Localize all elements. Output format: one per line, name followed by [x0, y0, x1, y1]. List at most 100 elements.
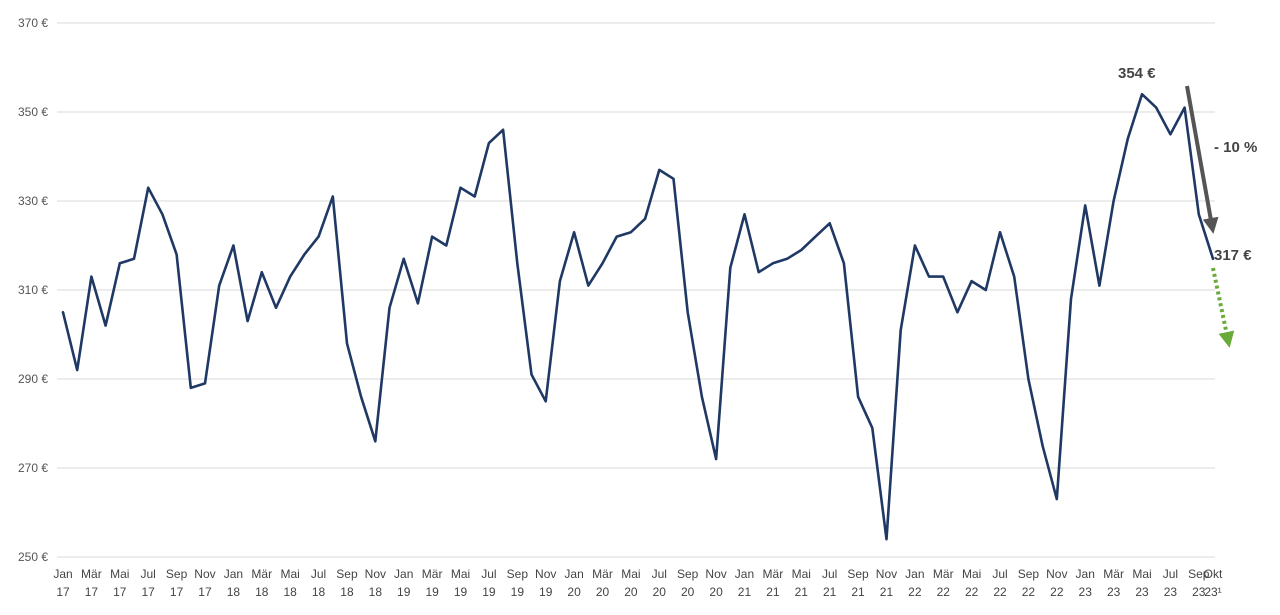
x-tick-label: Sep 19 [507, 567, 529, 599]
y-tick-label: 350 € [18, 105, 48, 119]
x-tick-month: Nov [705, 567, 726, 581]
x-tick-label: Nov 20 [705, 567, 726, 599]
x-tick-label: Mai 19 [451, 567, 470, 599]
x-tick-month: Nov [1046, 567, 1067, 581]
x-tick-month: Mär [763, 567, 784, 581]
x-tick-month: Jan [905, 567, 924, 581]
x-tick-month: Sep [847, 567, 869, 581]
x-tick-year: 17 [142, 585, 156, 599]
x-tick-label: Jul 20 [652, 567, 667, 599]
x-tick-month: Jan [564, 567, 583, 581]
x-tick-year: 23¹ [1204, 585, 1221, 599]
x-tick-year: 17 [85, 585, 99, 599]
x-tick-year: 21 [880, 585, 894, 599]
x-tick-month: Mai [962, 567, 981, 581]
x-tick-year: 19 [454, 585, 468, 599]
x-tick-month: Jan [394, 567, 413, 581]
x-tick-year: 18 [255, 585, 269, 599]
x-tick-month: Sep [677, 567, 699, 581]
x-tick-month: Mai [792, 567, 811, 581]
x-tick-month: Jul [141, 567, 156, 581]
x-tick-year: 19 [539, 585, 553, 599]
x-tick-label: Jan 20 [564, 567, 583, 599]
x-tick-year: 22 [993, 585, 1007, 599]
x-tick-label: Mär 17 [81, 567, 102, 599]
x-tick-year: 21 [823, 585, 837, 599]
x-tick-month: Mai [280, 567, 299, 581]
x-tick-label: Nov 21 [876, 567, 897, 599]
x-tick-month: Mär [592, 567, 613, 581]
x-tick-year: 21 [851, 585, 865, 599]
x-tick-label: Jan 17 [53, 567, 72, 599]
x-tick-year: 19 [482, 585, 496, 599]
x-tick-year: 18 [283, 585, 297, 599]
x-tick-year: 19 [425, 585, 439, 599]
x-tick-year: 17 [113, 585, 127, 599]
annotations: 354 € - 10 % 317 € [1118, 65, 1257, 348]
series-line [61, 92, 1215, 541]
forecast-arrow [1211, 267, 1235, 348]
x-tick-year: 20 [681, 585, 695, 599]
x-tick-label: Mär 18 [251, 567, 272, 599]
x-tick-label: Mai 21 [792, 567, 811, 599]
x-tick-label: Nov 19 [535, 567, 556, 599]
x-tick-month: Mär [422, 567, 443, 581]
x-tick-label: Jan 23 [1076, 567, 1095, 599]
current-value-label: 317 € [1214, 247, 1252, 264]
x-tick-year: 21 [766, 585, 780, 599]
x-tick-label: Mär 19 [422, 567, 443, 599]
x-tick-month: Mär [933, 567, 954, 581]
x-tick-month: Nov [876, 567, 897, 581]
x-tick-month: Mai [110, 567, 129, 581]
x-tick-year: 20 [624, 585, 638, 599]
x-axis-tick-labels: Jan 17 Mär 17 Mai 17 Jul 17 Sep 17 Nov 17 Jan 18 Mär 18… [53, 567, 1223, 599]
decline-arrow [1185, 85, 1219, 234]
peak-value-label: 354 € [1118, 65, 1156, 82]
x-tick-month: Sep [1018, 567, 1040, 581]
x-tick-month: Jul [311, 567, 326, 581]
y-tick-label: 370 € [18, 16, 48, 30]
x-tick-year: 23 [1107, 585, 1121, 599]
x-tick-month: Jan [735, 567, 754, 581]
x-tick-label: Jul 21 [822, 567, 837, 599]
x-tick-label: Jul 23 [1163, 567, 1178, 599]
x-tick-month: Sep [1188, 567, 1210, 581]
x-tick-label: Mai 18 [280, 567, 299, 599]
x-tick-label: Mai 22 [962, 567, 981, 599]
y-axis-tick-labels: 250 € 270 € 290 € 310 € 330 € 350 € 370 € [18, 16, 48, 564]
x-tick-month: Mai [621, 567, 640, 581]
x-tick-label: Sep 23 [1188, 567, 1210, 599]
x-tick-label: Mai 20 [621, 567, 640, 599]
x-tick-label: Jul 17 [141, 567, 156, 599]
x-tick-month: Jan [1076, 567, 1095, 581]
x-tick-label: Nov 22 [1046, 567, 1067, 599]
x-tick-year: 21 [738, 585, 752, 599]
y-tick-label: 270 € [18, 461, 48, 475]
x-tick-year: 23 [1164, 585, 1178, 599]
x-tick-year: 17 [56, 585, 70, 599]
series-lines [61, 92, 1215, 541]
x-tick-year: 18 [340, 585, 354, 599]
x-tick-year: 23 [1192, 585, 1206, 599]
x-tick-label: Mai 17 [110, 567, 129, 599]
x-tick-year: 20 [596, 585, 610, 599]
x-tick-month: Mär [251, 567, 272, 581]
x-tick-month: Nov [194, 567, 215, 581]
y-tick-label: 330 € [18, 194, 48, 208]
x-tick-year: 23 [1135, 585, 1149, 599]
x-tick-label: Mär 23 [1103, 567, 1124, 599]
x-tick-year: 19 [511, 585, 525, 599]
x-tick-label: Mär 21 [763, 567, 784, 599]
change-percent-label: - 10 % [1214, 139, 1257, 156]
x-tick-year: 20 [653, 585, 667, 599]
x-tick-year: 18 [312, 585, 326, 599]
x-tick-label: Sep 22 [1018, 567, 1040, 599]
x-tick-month: Jul [652, 567, 667, 581]
y-tick-label: 290 € [18, 372, 48, 386]
x-tick-month: Sep [507, 567, 529, 581]
x-tick-month: Sep [166, 567, 188, 581]
x-tick-month: Mai [451, 567, 470, 581]
x-tick-label: Jan 22 [905, 567, 924, 599]
x-tick-year: 18 [227, 585, 241, 599]
